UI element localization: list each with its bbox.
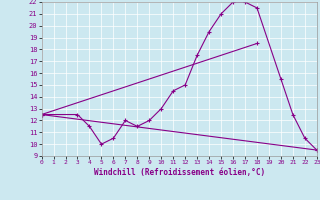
X-axis label: Windchill (Refroidissement éolien,°C): Windchill (Refroidissement éolien,°C) xyxy=(94,168,265,177)
